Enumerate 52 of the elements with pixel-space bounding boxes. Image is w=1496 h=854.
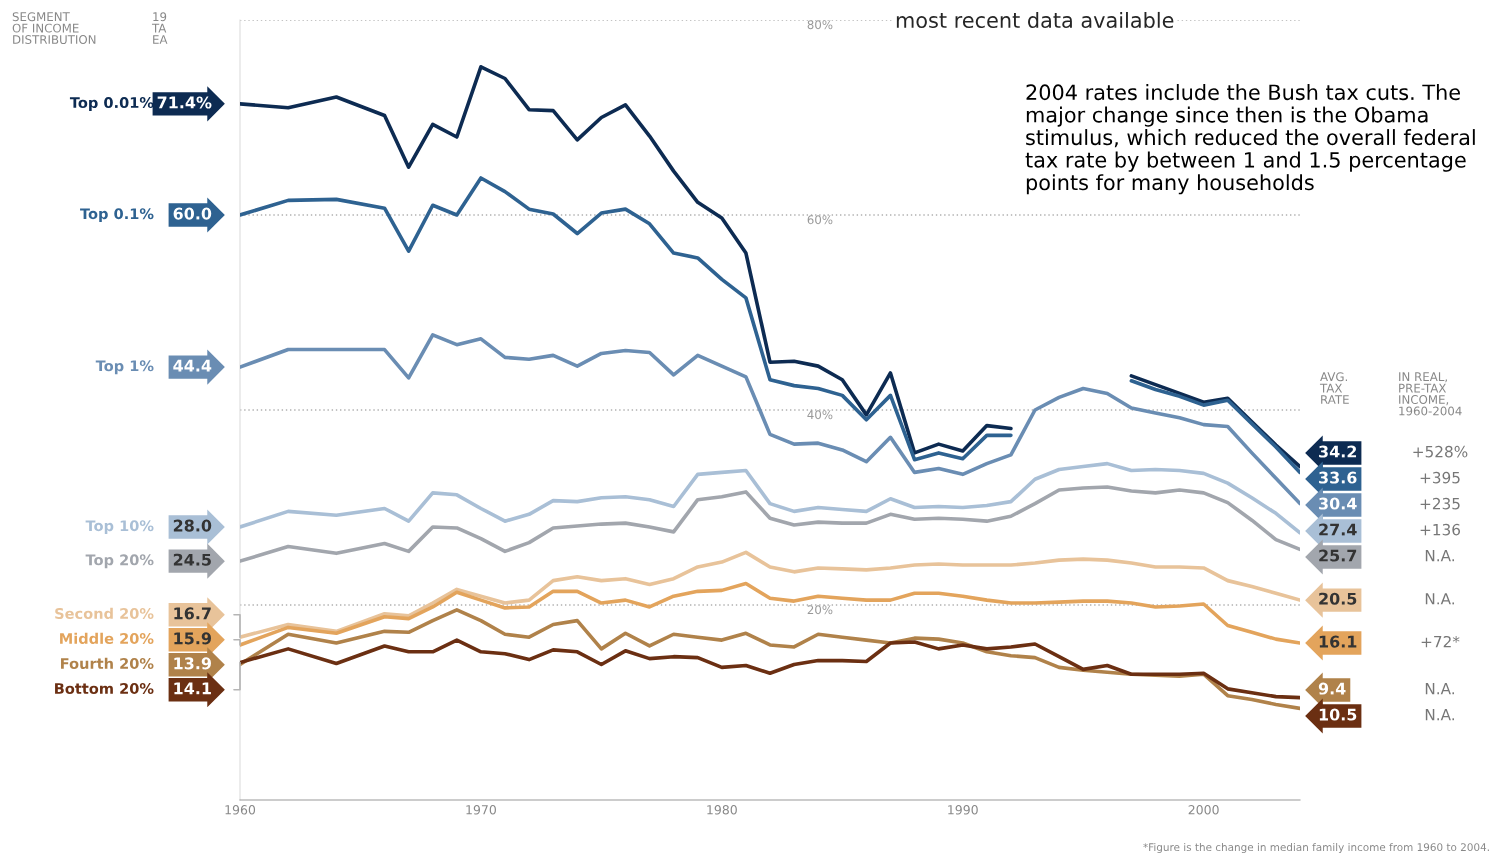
y-tick-label: 80% (807, 20, 833, 30)
chart-title: most recent data available (896, 11, 1174, 29)
text: +136 (1420, 523, 1461, 536)
data-label: 44.4 (173, 359, 212, 372)
data-label: 60.0 (173, 207, 212, 220)
data-label: 24.5 (173, 553, 211, 566)
data-label: 30.4 (1319, 497, 1357, 510)
text: *Figure is the change in median family income from 1960 to 2004. (1143, 843, 1489, 854)
text: +395 (1420, 471, 1460, 484)
text: AVG. TAX RATE (1319, 372, 1349, 404)
data-label: 13.9 (174, 657, 211, 670)
data-label: 33.6 (1319, 471, 1357, 484)
y-tick-label: 20% (807, 605, 833, 615)
text: IN REAL, PRE-TAX INCOME, 1960-2004 (1399, 372, 1462, 416)
text: +528% (1413, 445, 1468, 458)
data-label: 25.7 (1319, 549, 1357, 562)
text: N.A. (1425, 593, 1455, 605)
text: +235 (1420, 497, 1460, 510)
data-label: 20.5 (1319, 592, 1357, 605)
y-tick-label: 40% (807, 410, 833, 420)
data-label: 10.5 (1319, 708, 1357, 721)
data-label: 14.1 (174, 682, 211, 695)
data-label: 15.9 (174, 632, 211, 645)
text: Top 1% (95, 360, 154, 375)
text: N.A. (1425, 709, 1455, 721)
data-label: 28.0 (173, 519, 212, 532)
text: SEGMENT OF INCOME DISTRIBUTION (12, 12, 96, 44)
data-label: 71.4% (157, 96, 212, 109)
text: Middle 20% (60, 632, 154, 645)
data-label: 9.4 (1318, 682, 1346, 695)
x-tick-label: 1980 (707, 805, 737, 815)
text: N.A. (1425, 550, 1455, 562)
x-tick-label: 1960 (225, 805, 256, 815)
text: Top 10% (85, 520, 154, 535)
annotation: 2004 rates include the Bush tax cuts. The major change since then is the Obama stimulus, which reduced the overall federal tax rate by between 1 and 1.5 percentage points for many households (1025, 84, 1475, 195)
x-tick-label: 2000 (1188, 805, 1219, 815)
data-label: 16.1 (1319, 635, 1357, 648)
data-label: 16.7 (174, 607, 211, 620)
text: Bottom 20% (55, 682, 154, 695)
text: N.A. (1425, 683, 1455, 695)
data-label: 27.4 (1319, 523, 1357, 536)
text: Second 20% (55, 607, 154, 620)
text: +72* (1421, 635, 1460, 648)
text: 19 TA EA (151, 12, 168, 44)
data-label: 34.2 (1319, 445, 1357, 458)
text: Top 0.1% (80, 208, 154, 223)
text: Top 0.01% (69, 97, 154, 111)
x-tick-label: 1990 (948, 805, 978, 815)
text: Fourth 20% (61, 657, 154, 670)
y-tick-label: 60% (807, 215, 833, 225)
text: Top 20% (85, 554, 154, 569)
x-tick-label: 1970 (466, 805, 496, 815)
